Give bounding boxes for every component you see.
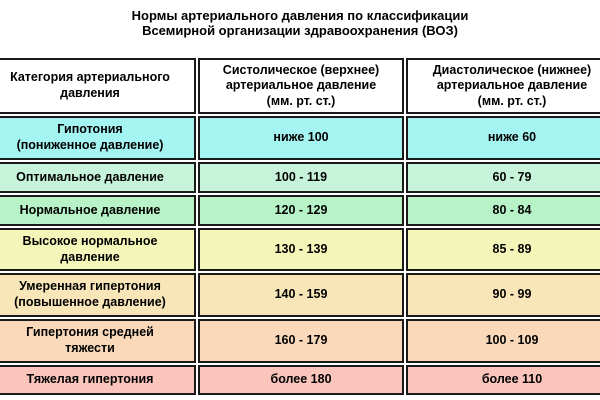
diastolic-cell: 85 - 89 <box>406 228 600 271</box>
diastolic-cell: 100 - 109 <box>406 319 600 363</box>
table-row-optimal: Оптимальное давление 100 - 119 60 - 79 <box>0 162 600 193</box>
table-row-severe-hypertension: Тяжелая гипертония более 180 более 110 <box>0 365 600 395</box>
category-cell: Оптимальное давление <box>0 162 196 193</box>
systolic-cell: 140 - 159 <box>198 273 404 317</box>
systolic-cell: ниже 100 <box>198 116 404 160</box>
category-cell: Гипотония (пониженное давление) <box>0 116 196 160</box>
title-line-1: Нормы артериального давления по классифи… <box>131 8 469 23</box>
systolic-cell: более 180 <box>198 365 404 395</box>
table-row-hypotension: Гипотония (пониженное давление) ниже 100… <box>0 116 600 160</box>
category-cell: Высокое нормальное давление <box>0 228 196 271</box>
systolic-cell: 130 - 139 <box>198 228 404 271</box>
diastolic-cell: 60 - 79 <box>406 162 600 193</box>
category-cell: Нормальное давление <box>0 195 196 226</box>
systolic-cell: 160 - 179 <box>198 319 404 363</box>
diastolic-cell: более 110 <box>406 365 600 395</box>
diastolic-cell: 90 - 99 <box>406 273 600 317</box>
category-cell: Умеренная гипертония (повышенное давлени… <box>0 273 196 317</box>
diastolic-cell: ниже 60 <box>406 116 600 160</box>
table-row-medium-hypertension: Гипертония средней тяжести 160 - 179 100… <box>0 319 600 363</box>
systolic-cell: 120 - 129 <box>198 195 404 226</box>
category-cell: Гипертония средней тяжести <box>0 319 196 363</box>
category-cell: Тяжелая гипертония <box>0 365 196 395</box>
page-title: Нормы артериального давления по классифи… <box>0 8 600 38</box>
table-row-normal: Нормальное давление 120 - 129 80 - 84 <box>0 195 600 226</box>
title-line-2: Всемирной организации здравоохранения (В… <box>142 23 458 38</box>
blood-pressure-table: Категория артериального давления Систоли… <box>0 56 600 397</box>
column-header-diastolic: Диастолическое (нижнее) артериальное дав… <box>406 58 600 114</box>
column-header-systolic: Систолическое (верхнее) артериальное дав… <box>198 58 404 114</box>
systolic-cell: 100 - 119 <box>198 162 404 193</box>
header-row: Категория артериального давления Систоли… <box>0 58 600 114</box>
column-header-category: Категория артериального давления <box>0 58 196 114</box>
diastolic-cell: 80 - 84 <box>406 195 600 226</box>
table-row-moderate-hypertension: Умеренная гипертония (повышенное давлени… <box>0 273 600 317</box>
table-row-high-normal: Высокое нормальное давление 130 - 139 85… <box>0 228 600 271</box>
